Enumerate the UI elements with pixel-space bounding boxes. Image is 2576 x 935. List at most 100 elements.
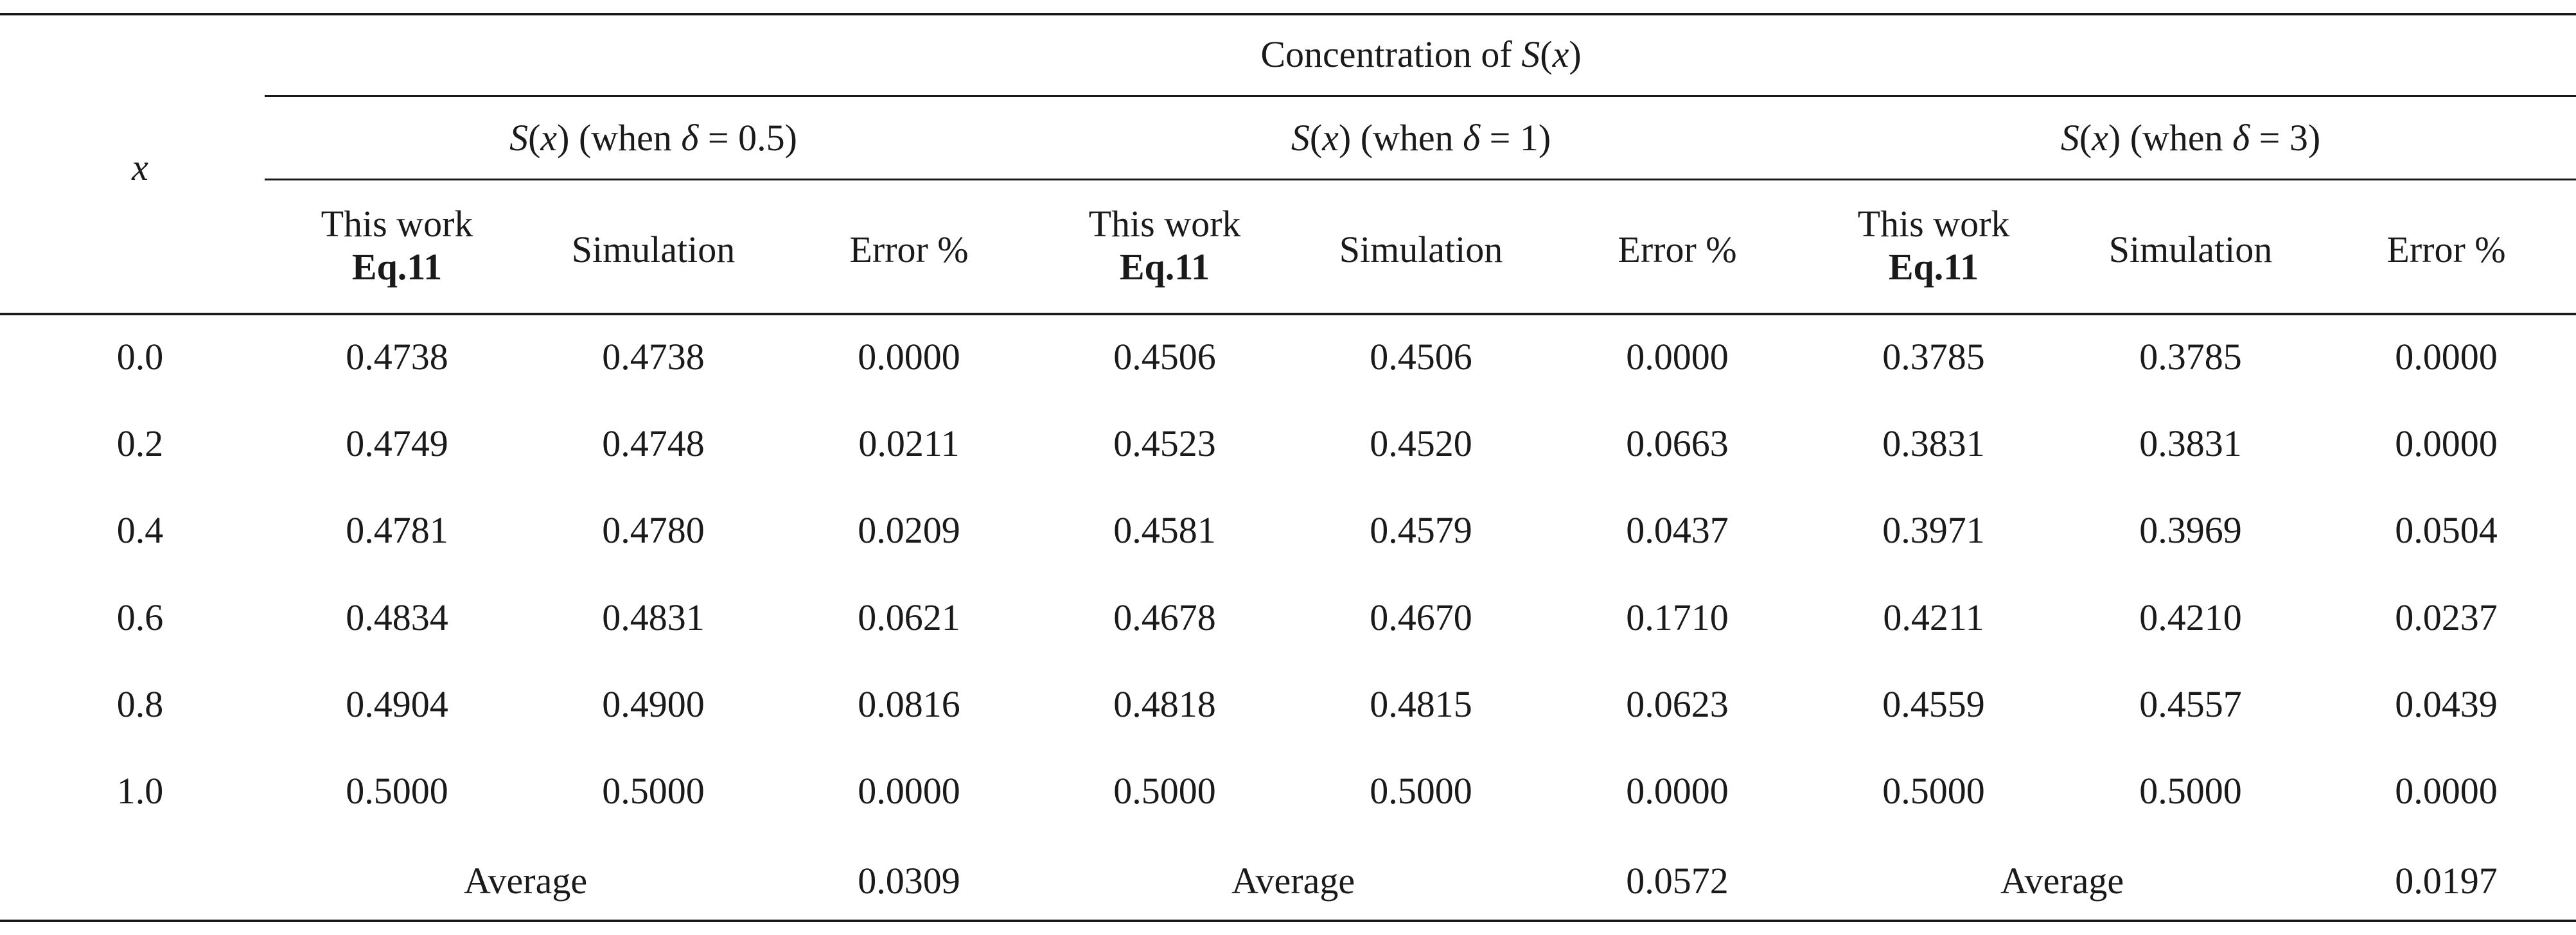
bottom-rule	[0, 920, 2576, 922]
average-error-value: 0.0197	[2395, 860, 2498, 902]
col-header-eq11: Eq.11	[1119, 245, 1210, 288]
cell-this-work: 0.4523	[1113, 423, 1216, 464]
col-header-this-work-line1: This work	[321, 203, 473, 245]
cell-simulation: 0.4520	[1370, 423, 1472, 464]
super-header-arg: x	[1552, 33, 1569, 75]
group-open: (	[1309, 117, 1323, 159]
cell-this-work: 0.4559	[1882, 683, 1985, 725]
cell-simulation: 0.4900	[602, 683, 705, 725]
cell-error: 0.0209	[858, 509, 960, 551]
col-header-error: Error %	[1618, 229, 1737, 270]
super-header-prefix: Concentration of	[1260, 33, 1522, 75]
group-eq: = 0.5)	[698, 117, 797, 159]
col-header-this-work: This work Eq.11	[1858, 203, 2010, 288]
corner-x-label: x	[132, 146, 148, 188]
row-x-value: 0.6	[116, 597, 164, 638]
cell-error: 0.0000	[1626, 770, 1729, 812]
col-header-error: Error %	[849, 229, 969, 270]
cell-this-work: 0.4211	[1883, 597, 1984, 638]
cell-simulation: 0.4831	[602, 597, 705, 638]
row-x-value: 0.2	[116, 423, 164, 464]
top-rule	[0, 13, 2576, 15]
col-header-eq11: Eq.11	[351, 245, 443, 288]
cell-simulation: 0.4748	[602, 423, 705, 464]
group-mid: ) (when	[1338, 117, 1463, 159]
cell-simulation: 0.4815	[1370, 683, 1472, 725]
cell-error: 0.0437	[1626, 509, 1729, 551]
cell-error: 0.0000	[2395, 770, 2498, 812]
cell-simulation: 0.4579	[1370, 509, 1472, 551]
group-mid: ) (when	[2108, 117, 2233, 159]
cell-this-work: 0.5000	[1882, 770, 1985, 812]
average-error-value: 0.0572	[1626, 860, 1729, 902]
row-x-value: 0.4	[116, 509, 164, 551]
row-x-value: 0.0	[116, 336, 164, 378]
group-arg: x	[540, 117, 558, 159]
cell-error: 0.0663	[1626, 423, 1729, 464]
super-header-open: (	[1540, 33, 1553, 75]
super-header: Concentration of S(x)	[1260, 33, 1581, 76]
cell-error: 0.0000	[858, 770, 960, 812]
col-header-simulation: Simulation	[2108, 229, 2273, 270]
group-arg: x	[1322, 117, 1339, 159]
cell-error: 0.0237	[2395, 597, 2498, 638]
group-header-delta-3: S(x) (when δ = 3)	[2061, 117, 2320, 160]
group-fn: S	[509, 117, 529, 159]
row-x-value: 0.8	[116, 683, 164, 725]
col-header-simulation: Simulation	[571, 229, 736, 270]
cell-simulation: 0.3969	[2139, 509, 2242, 551]
cell-error: 0.0000	[2395, 336, 2498, 378]
cell-error: 0.0623	[1626, 683, 1729, 725]
cell-simulation: 0.4210	[2139, 597, 2242, 638]
cell-this-work: 0.4749	[346, 423, 448, 464]
cell-simulation: 0.4738	[602, 336, 705, 378]
cell-error: 0.0621	[858, 597, 960, 638]
cell-simulation: 0.5000	[602, 770, 705, 812]
cell-this-work: 0.4506	[1113, 336, 1216, 378]
average-label: Average	[463, 860, 588, 902]
cell-this-work: 0.5000	[1113, 770, 1216, 812]
col-header-this-work-line1: This work	[1857, 203, 2010, 245]
super-header-fn: S	[1521, 33, 1540, 75]
cell-simulation: 0.4557	[2139, 683, 2242, 725]
average-error-value: 0.0309	[858, 860, 960, 902]
cell-error: 0.0504	[2395, 509, 2498, 551]
col-header-this-work: This work Eq.11	[1089, 203, 1241, 288]
cell-this-work: 0.3971	[1882, 509, 1985, 551]
group-header-delta-1: S(x) (when δ = 1)	[1291, 117, 1551, 160]
cell-error: 0.0000	[1626, 336, 1729, 378]
group-arg: x	[2092, 117, 2108, 159]
average-label: Average	[2000, 860, 2124, 902]
cell-simulation: 0.4670	[1370, 597, 1472, 638]
cell-simulation: 0.5000	[2139, 770, 2242, 812]
group-header-delta-0.5: S(x) (when δ = 0.5)	[509, 117, 797, 160]
col-header-simulation: Simulation	[1339, 229, 1503, 270]
cell-error: 0.0000	[2395, 423, 2498, 464]
column-header-rule	[0, 313, 2576, 315]
average-label: Average	[1231, 860, 1355, 902]
cell-error: 0.0000	[858, 336, 960, 378]
cell-error: 0.0816	[858, 683, 960, 725]
col-header-error: Error %	[2386, 229, 2506, 270]
cell-simulation: 0.4780	[602, 509, 705, 551]
cell-this-work: 0.4818	[1113, 683, 1216, 725]
group-delta: δ	[1463, 117, 1481, 159]
cell-simulation: 0.3785	[2139, 336, 2242, 378]
group-open: (	[2079, 117, 2092, 159]
col-header-eq11: Eq.11	[1888, 245, 1979, 288]
group-delta: δ	[681, 117, 699, 159]
cell-simulation: 0.3831	[2139, 423, 2242, 464]
super-header-rule	[265, 95, 2576, 97]
cell-this-work: 0.4678	[1113, 597, 1216, 638]
cell-error: 0.1710	[1626, 597, 1729, 638]
group-fn: S	[1291, 117, 1310, 159]
cell-simulation: 0.4506	[1370, 336, 1472, 378]
cell-this-work: 0.3831	[1882, 423, 1985, 464]
cell-error: 0.0439	[2395, 683, 2498, 725]
group-open: (	[528, 117, 541, 159]
group-delta: δ	[2232, 117, 2250, 159]
col-header-this-work: This work Eq.11	[321, 203, 473, 288]
cell-this-work: 0.4834	[346, 597, 448, 638]
group-mid: ) (when	[557, 117, 682, 159]
